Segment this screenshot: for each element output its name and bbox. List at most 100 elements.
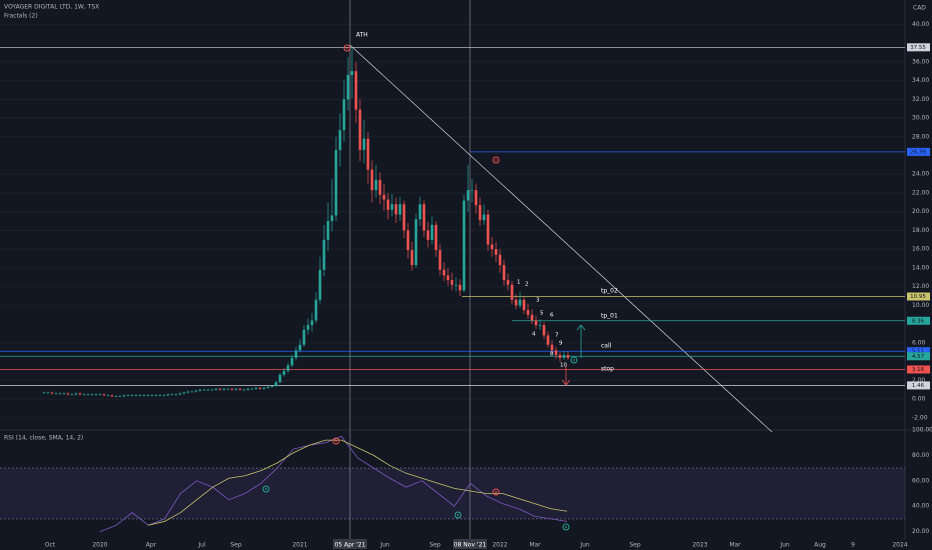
x-tick-label: 2022 — [492, 542, 507, 549]
candle-body — [54, 393, 58, 395]
fractal-marker — [454, 511, 462, 519]
y-tick-label: 16.00 — [912, 246, 929, 253]
candle-body — [166, 394, 170, 396]
fractal-marker — [262, 485, 270, 493]
annotation: ATH — [356, 32, 368, 39]
candle-body — [226, 388, 230, 390]
candle-body — [118, 396, 122, 397]
candle-body — [498, 254, 502, 266]
fractal-dot — [495, 491, 497, 493]
indicator-name: Fractals (2) — [4, 13, 38, 20]
candle-body — [474, 190, 478, 206]
x-tick-label: 2024 — [892, 542, 907, 549]
candle-body — [426, 230, 430, 240]
candle-body — [554, 350, 558, 356]
candle-body — [350, 71, 354, 75]
price-level-box — [907, 147, 930, 156]
y-tick-label: 14.00 — [912, 264, 929, 271]
candle-body — [94, 394, 98, 396]
candle-body — [186, 391, 190, 393]
y-tick-label: 10.00 — [912, 302, 929, 309]
candle-body — [462, 200, 466, 291]
candle-body — [218, 388, 222, 390]
candle-body — [330, 215, 334, 222]
y-tick-label: 32.00 — [912, 96, 929, 103]
trend-line — [349, 44, 773, 433]
y-tick-label: 12.00 — [912, 283, 929, 290]
x-tick-label: Aug — [814, 542, 826, 549]
candle-body — [482, 214, 486, 221]
x-tick-label: Sep — [230, 542, 242, 549]
candle-body — [434, 224, 438, 251]
candle-body — [502, 265, 506, 281]
y-tick-label: 28.00 — [912, 133, 929, 140]
candle-body — [82, 394, 86, 396]
candle-body — [422, 204, 426, 231]
candle-body — [50, 392, 54, 394]
candle-body — [258, 387, 262, 389]
candle-body — [114, 396, 118, 397]
candle-body — [542, 325, 546, 336]
candle-body — [458, 284, 462, 291]
candle-body — [510, 284, 514, 300]
candle-body — [478, 205, 482, 221]
fractal-dot — [265, 488, 267, 490]
wave-label: 2 — [525, 282, 529, 288]
y-tick-label: 6.00 — [912, 339, 926, 346]
wave-label: 7 — [555, 333, 559, 339]
candle-body — [450, 280, 454, 285]
x-tick-label: Jun — [379, 542, 390, 549]
rsi-tick-label: 100.00 — [912, 427, 932, 434]
candle-body — [354, 71, 358, 110]
annotation: tp_01 — [601, 313, 618, 320]
candle-body — [546, 335, 550, 345]
rsi-title: RSI (14, close, SMA, 14, 2) — [4, 435, 83, 442]
candle-body — [286, 365, 290, 371]
candle-body — [566, 355, 570, 358]
candle-body — [150, 395, 154, 397]
y-tick-label: 36.00 — [912, 58, 929, 65]
candle-body — [318, 269, 322, 300]
y-tick-label: 40.00 — [912, 21, 929, 28]
candle-body — [162, 395, 166, 397]
x-tick-label: Jun — [779, 542, 790, 549]
x-tick-label: 9 — [851, 542, 855, 549]
candle-body — [198, 389, 202, 391]
rsi-tick-label: 20.00 — [912, 528, 929, 535]
price-level-box — [907, 352, 930, 361]
candle-body — [66, 393, 70, 395]
candle-body — [486, 214, 490, 245]
arrow-down — [561, 366, 571, 386]
candle-body — [538, 325, 542, 326]
candle-body — [374, 179, 378, 191]
price-level-label: 26.39 — [910, 149, 926, 155]
candle-body — [214, 388, 218, 390]
candle-body — [290, 357, 294, 366]
candle-body — [278, 374, 282, 383]
candle-body — [298, 344, 302, 351]
fractal-dot — [565, 526, 567, 528]
wave-label: 4 — [532, 332, 536, 338]
candle-body — [294, 350, 298, 358]
candle-body — [346, 74, 350, 100]
candle-body — [222, 388, 226, 390]
fractal-dot — [346, 47, 348, 49]
price-level-box — [907, 347, 930, 356]
candle-body — [390, 204, 394, 210]
rsi-band — [0, 468, 905, 519]
y-tick-label: 0.00 — [912, 396, 926, 403]
candle-body — [270, 385, 274, 387]
candle-body — [418, 204, 422, 220]
y-tick-label: 18.00 — [912, 227, 929, 234]
candle-body — [550, 344, 554, 351]
x-tick-label: Apr — [146, 542, 157, 549]
candle-body — [138, 395, 142, 397]
wave-label: 8 — [550, 352, 554, 358]
candle-body — [326, 221, 330, 240]
y-tick-label: 20.00 — [912, 208, 929, 215]
x-tick-label: 2023 — [692, 542, 707, 549]
candle-body — [438, 250, 442, 270]
candle-body — [58, 393, 62, 395]
candle-body — [78, 393, 82, 395]
candle-body — [558, 355, 562, 358]
